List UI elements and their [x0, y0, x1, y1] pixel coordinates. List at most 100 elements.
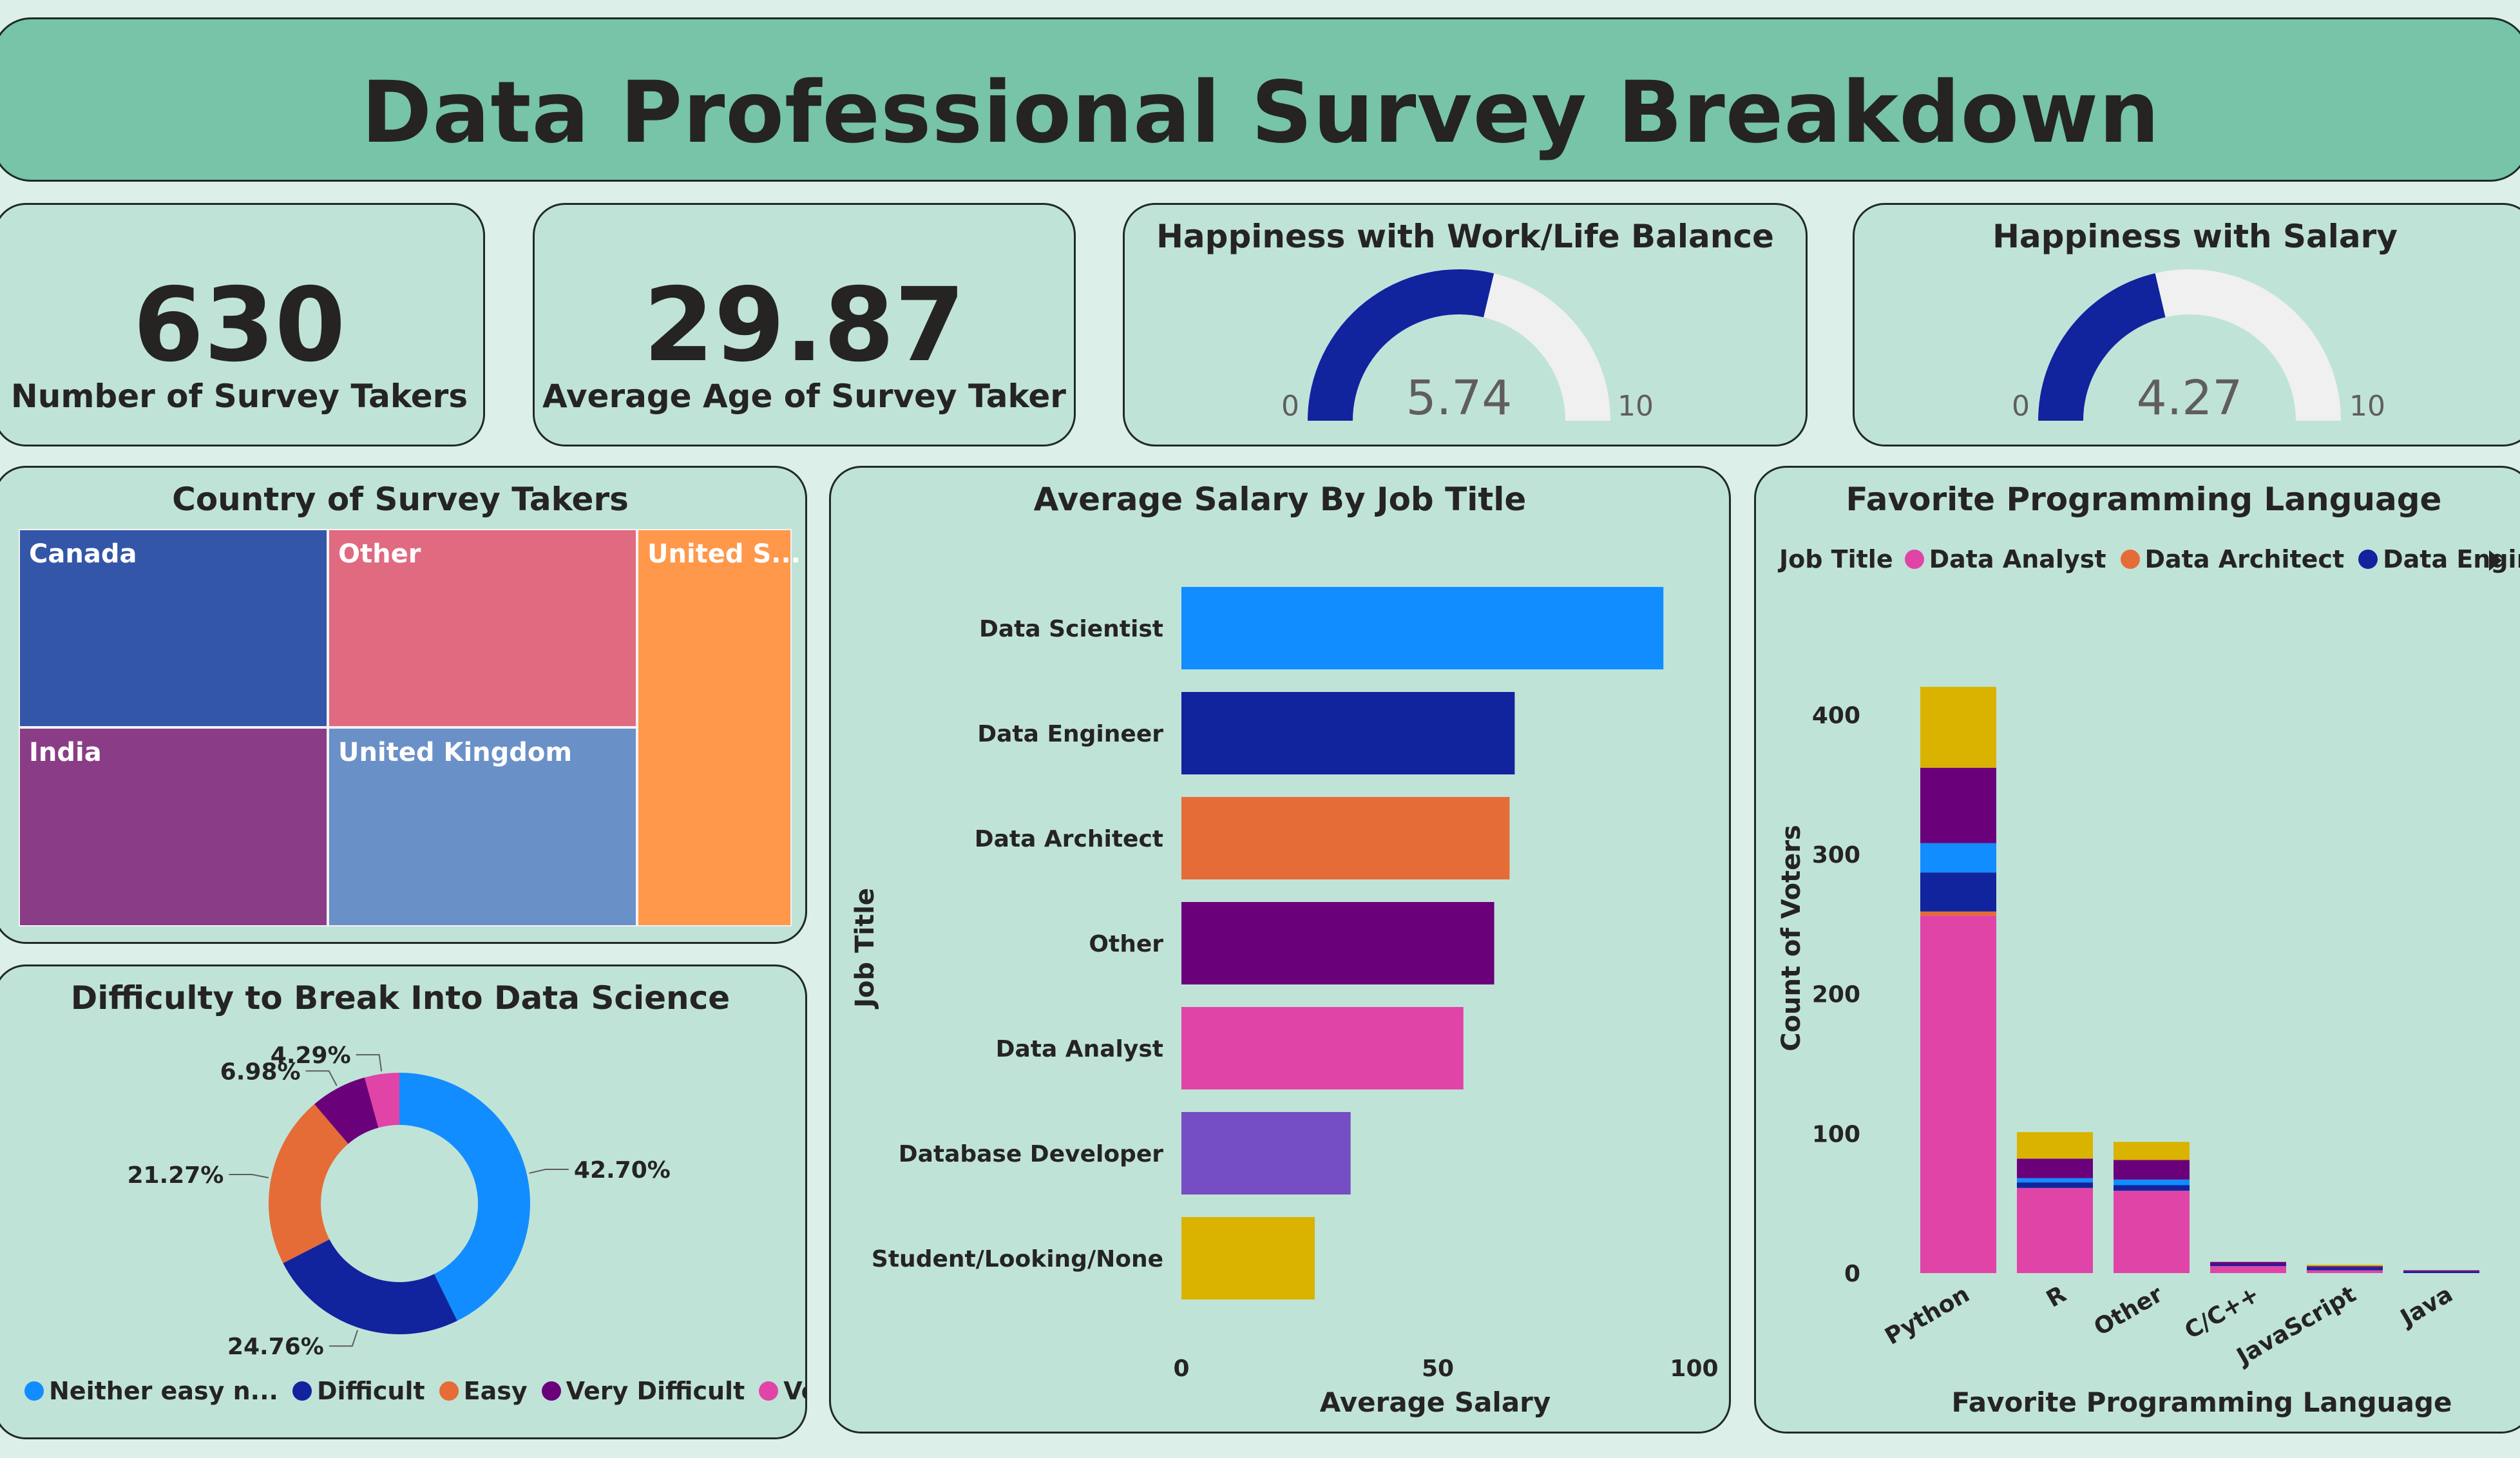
legend-item[interactable]: Easy [439, 1377, 528, 1405]
donut-slice[interactable] [269, 1104, 348, 1263]
legend-item[interactable]: Neither easy n... [24, 1377, 278, 1405]
language-bar-segment[interactable] [1920, 687, 1996, 768]
gauge-salary: 4.27 0 10 [2012, 269, 2385, 426]
language-bar-segment[interactable] [1920, 843, 1996, 873]
donut-data-label: 4.29% [271, 1042, 351, 1069]
language-bar-segment[interactable] [2017, 1158, 2093, 1178]
legend-label: Data Architect [2144, 545, 2345, 573]
gauge-max-label: 10 [2349, 390, 2385, 423]
kpi-label: Number of Survey Takers [10, 378, 468, 415]
x-tick-label: C/C++ [2181, 1281, 2264, 1345]
salary-bar[interactable] [1181, 692, 1515, 774]
salary-chart-title: Average Salary By Job Title [1033, 481, 1527, 518]
language-bar-segment[interactable] [2017, 1187, 2093, 1273]
category-tick-label: Data Engineer [977, 721, 1163, 747]
donut-legend: Neither easy n... Difficult Easy Very Di… [24, 1377, 805, 1405]
salary-bar-chart: Job Title Average Salary Data Scientist D… [850, 587, 1719, 1418]
gauge-fill [2038, 273, 2166, 421]
language-bar-segment[interactable] [1920, 767, 1996, 843]
donut-chart: 42.70% 24.76% 21.27% 6.98%4.29% [127, 1042, 670, 1360]
category-tick-label: Data Scientist [979, 616, 1163, 642]
legend-item[interactable]: Very Easy [759, 1377, 805, 1405]
legend-dot [439, 1381, 459, 1401]
header-banner: Data Professional Survey Breakdown [0, 17, 2520, 182]
legend-label: Easy [463, 1377, 528, 1405]
legend-label: Neither easy n... [49, 1377, 278, 1405]
legend-item[interactable]: Difficult [292, 1377, 425, 1405]
language-bar-segment[interactable] [2307, 1270, 2383, 1273]
x-tick-label: Java [2394, 1281, 2457, 1332]
salary-bar[interactable] [1181, 797, 1510, 879]
treemap-cell-other[interactable]: Other [328, 529, 637, 727]
donut-slice[interactable] [314, 1077, 379, 1144]
legend-dot [2120, 550, 2140, 569]
salary-bar[interactable] [1181, 587, 1664, 669]
y-tick-label: 0 [1844, 1261, 1860, 1287]
treemap-label: United S... [647, 539, 801, 569]
gauge-card-work-life: Happiness with Work/Life Balance 5.74 0 … [1123, 203, 1808, 446]
donut-slice[interactable] [364, 1073, 399, 1128]
language-bar-segment[interactable] [2210, 1261, 2286, 1265]
kpi-value: 630 [133, 266, 346, 385]
gauge-max-label: 10 [1618, 390, 1654, 423]
legend-item[interactable]: Very Difficult [541, 1377, 745, 1405]
treemap-label: India [29, 738, 102, 767]
legend-label: Data Analyst [1929, 545, 2106, 573]
language-bar-segment[interactable] [2114, 1185, 2190, 1191]
legend-dot [759, 1381, 779, 1401]
language-bar-segment[interactable] [2114, 1191, 2190, 1273]
treemap-label: United Kingdom [338, 738, 573, 767]
donut-leader-line [356, 1054, 383, 1072]
y-tick-label: 400 [1812, 702, 1860, 729]
x-tick-label: 50 [1422, 1356, 1454, 1382]
language-bar-segment[interactable] [2017, 1178, 2093, 1183]
x-tick-label: Other [2090, 1281, 2168, 1341]
gauge-title: Happiness with Work/Life Balance [1156, 218, 1774, 255]
language-bar-segment[interactable] [2114, 1160, 2190, 1180]
treemap-cell-canada[interactable]: Canada [19, 529, 328, 727]
treemap-card: Country of Survey Takers Canada Other Un… [0, 466, 807, 944]
gauge-value: 4.27 [2137, 370, 2243, 426]
salary-bar[interactable] [1181, 1112, 1351, 1194]
gauge-title: Happiness with Salary [1992, 218, 2398, 255]
category-tick-label: Other [1089, 931, 1163, 957]
salary-bar[interactable] [1181, 1217, 1315, 1300]
language-bar-segment[interactable] [2210, 1266, 2286, 1273]
language-bar-segment[interactable] [2307, 1265, 2383, 1267]
treemap-cell-india[interactable]: India [19, 727, 328, 926]
salary-bar[interactable] [1181, 902, 1494, 984]
language-bar-segment[interactable] [2114, 1179, 2190, 1185]
language-chart-title: Favorite Programming Language [1846, 481, 2442, 518]
donut-slice[interactable] [283, 1239, 457, 1334]
legend-item[interactable]: Data Analyst [1904, 545, 2106, 573]
treemap-cell-united-states[interactable]: United S... [637, 529, 801, 926]
language-bar-segment[interactable] [1920, 872, 1996, 912]
salary-bar[interactable] [1181, 1007, 1464, 1089]
y-tick-label: 200 [1812, 982, 1860, 1008]
gauge-min-label: 0 [1281, 390, 1299, 423]
language-bar-segment[interactable] [2403, 1271, 2479, 1273]
x-tick-label: 0 [1173, 1356, 1189, 1382]
language-bar-segment[interactable] [2307, 1267, 2383, 1271]
donut-data-label: 24.76% [227, 1334, 324, 1360]
x-tick-label: 100 [1670, 1356, 1718, 1382]
language-bar-segment[interactable] [2017, 1132, 2093, 1159]
y-axis-label: Count of Voters [1777, 825, 1806, 1051]
legend-next-icon[interactable] [2485, 548, 2505, 573]
x-axis-label: Average Salary [1320, 1386, 1551, 1418]
gauge-fill [1308, 269, 1494, 421]
language-bar-segment[interactable] [1920, 911, 1996, 916]
language-bar-segment[interactable] [2307, 1266, 2383, 1268]
language-bar-segment[interactable] [2017, 1182, 2093, 1188]
legend-item[interactable]: Data Architect [2120, 545, 2345, 573]
donut-slice[interactable] [399, 1073, 531, 1321]
y-tick-label: 300 [1812, 842, 1860, 868]
donut-leader-line [229, 1173, 269, 1178]
y-tick-label: 100 [1812, 1121, 1860, 1147]
treemap-cell-united-kingdom[interactable]: United Kingdom [328, 727, 637, 926]
language-bar-segment[interactable] [2114, 1142, 2190, 1160]
language-bar-segment[interactable] [1920, 916, 1996, 1273]
language-bar-segment[interactable] [2210, 1265, 2286, 1267]
legend-label: Very Difficult [566, 1377, 745, 1405]
language-bar-segment[interactable] [2403, 1270, 2479, 1272]
